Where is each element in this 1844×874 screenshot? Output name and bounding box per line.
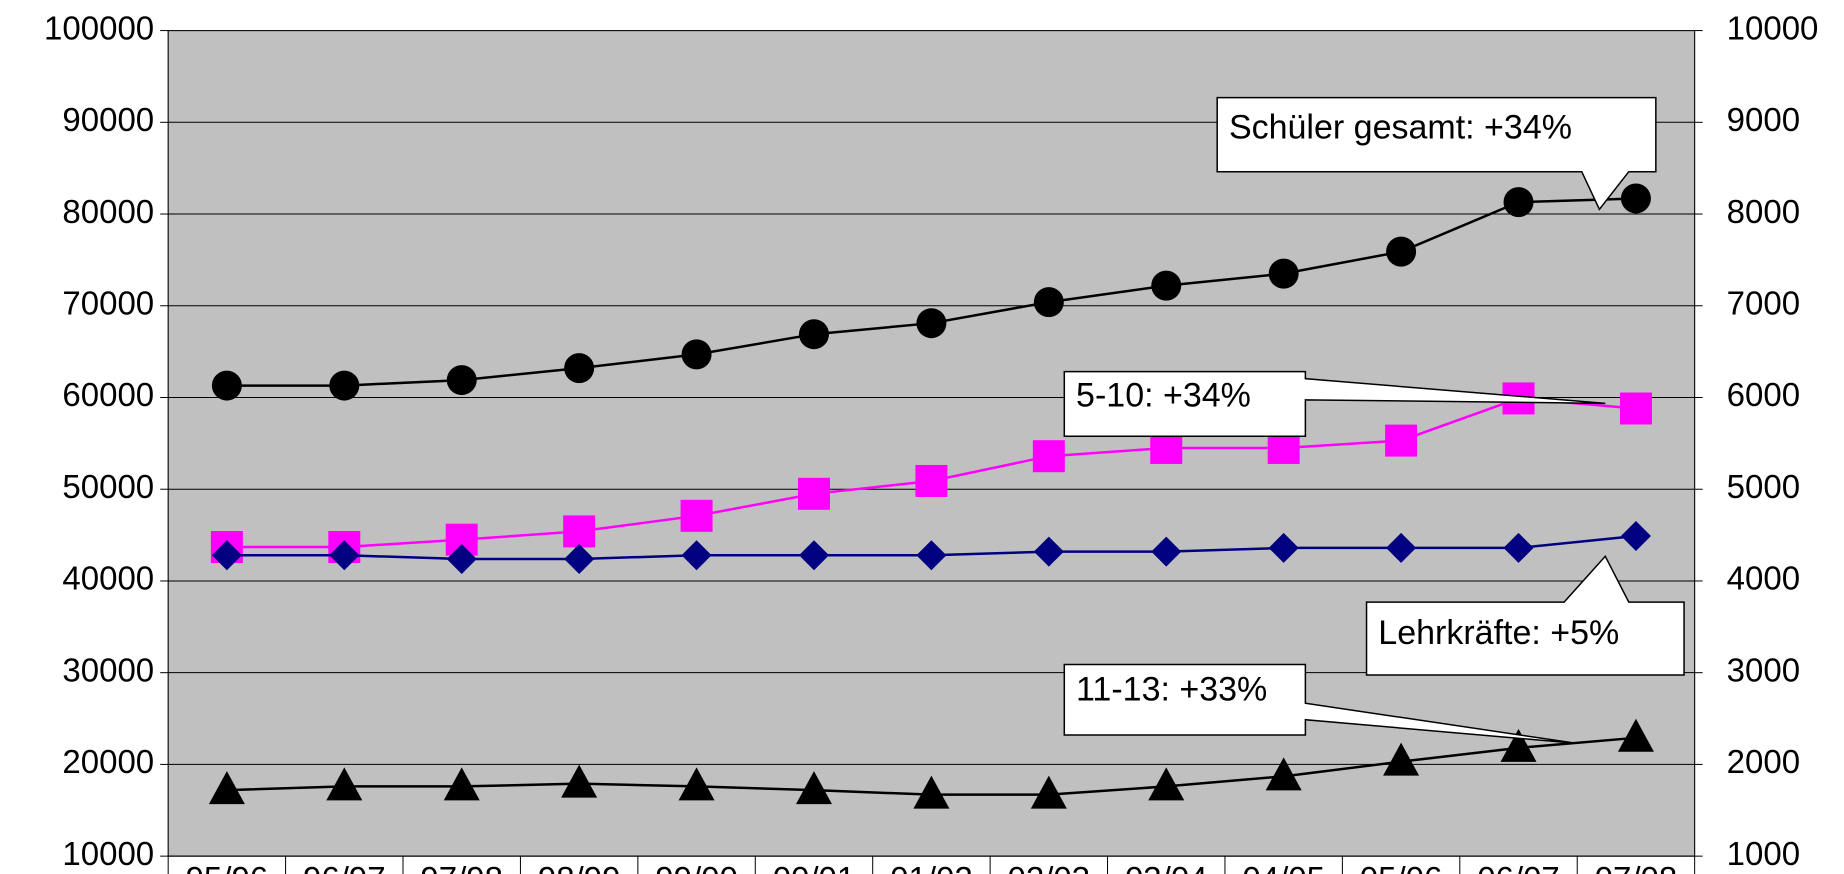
point (446, 365, 477, 396)
annotation: 11-13: +33% (1076, 670, 1267, 708)
point (1503, 532, 1534, 563)
point (1267, 431, 1300, 464)
point (1383, 742, 1420, 776)
y-tick-label: 10000 (62, 835, 154, 872)
point (915, 464, 948, 497)
x-tick-label: 04/05 (1242, 860, 1325, 874)
y2-tick-label: 4000 (1727, 560, 1800, 597)
point (1150, 431, 1183, 464)
point (1620, 521, 1651, 552)
y2-tick-label: 9000 (1727, 101, 1800, 138)
point (1033, 287, 1064, 318)
x-tick-label: 99/00 (655, 860, 738, 874)
point (678, 767, 715, 801)
point (795, 771, 832, 805)
point (564, 543, 595, 574)
point (681, 339, 712, 370)
point (798, 540, 829, 571)
point (446, 543, 477, 574)
x-tick-label: 06/07 (1477, 860, 1560, 874)
x-tick-label: 02/03 (1008, 860, 1091, 874)
x-tick-label: 05/06 (1360, 860, 1443, 874)
point (1151, 536, 1182, 567)
point (1500, 728, 1537, 762)
point (564, 353, 595, 384)
point (1268, 258, 1299, 289)
y-tick-label: 50000 (62, 468, 154, 505)
x-tick-label: 00/01 (773, 860, 856, 874)
y-tick-label: 100000 (44, 9, 154, 46)
point (1268, 532, 1299, 563)
x-tick-label: 07/08 (1595, 860, 1678, 874)
point (563, 515, 596, 548)
point (916, 540, 947, 571)
point (1148, 767, 1185, 801)
point (326, 767, 363, 801)
point (561, 764, 598, 798)
y2-tick-label: 2000 (1727, 743, 1800, 780)
y2-tick-label: 10000 (1727, 9, 1819, 46)
point (680, 499, 713, 532)
y2-tick-label: 6000 (1727, 376, 1800, 413)
point (211, 540, 242, 571)
y-tick-label: 60000 (62, 376, 154, 413)
y2-tick-label: 8000 (1727, 193, 1800, 230)
y2-tick-label: 1000 (1727, 835, 1800, 872)
point (913, 775, 950, 809)
y-tick-label: 20000 (62, 743, 154, 780)
annotation: 5-10: +34% (1076, 376, 1251, 414)
point (1033, 536, 1064, 567)
x-tick-label: 01/02 (890, 860, 973, 874)
point (1265, 757, 1302, 791)
point (1386, 532, 1417, 563)
x-tick-label: 96/97 (303, 860, 386, 874)
point (329, 370, 360, 401)
point (443, 767, 480, 801)
y-tick-label: 80000 (62, 193, 154, 230)
point (1619, 392, 1652, 425)
point (681, 540, 712, 571)
y2-tick-label: 5000 (1727, 468, 1800, 505)
x-tick-label: 95/96 (186, 860, 269, 874)
point (1620, 183, 1651, 214)
y-tick-label: 30000 (62, 651, 154, 688)
point (1386, 236, 1417, 267)
y2-tick-label: 3000 (1727, 651, 1800, 688)
callout-box (1063, 663, 1576, 744)
point (1617, 718, 1654, 752)
callout-box (1365, 554, 1685, 676)
x-tick-label: 97/98 (420, 860, 503, 874)
x-tick-label: 98/99 (538, 860, 621, 874)
point (329, 540, 360, 571)
point (1030, 775, 1067, 809)
point (1503, 187, 1534, 218)
point (797, 477, 830, 510)
point (211, 370, 242, 401)
y-tick-label: 70000 (62, 284, 154, 321)
point (798, 319, 829, 350)
point (916, 308, 947, 339)
point (1151, 270, 1182, 301)
y2-tick-label: 7000 (1727, 284, 1800, 321)
y-tick-label: 40000 (62, 560, 154, 597)
x-tick-label: 03/04 (1125, 860, 1208, 874)
annotation: Schüler gesamt: +34% (1229, 108, 1572, 146)
point (208, 771, 245, 805)
annotation: Lehrkräfte: +5% (1378, 614, 1619, 652)
point (1385, 424, 1418, 457)
y-tick-label: 90000 (62, 101, 154, 138)
callout-box (1216, 96, 1657, 211)
point (1032, 440, 1065, 473)
callout-box (1063, 370, 1606, 438)
